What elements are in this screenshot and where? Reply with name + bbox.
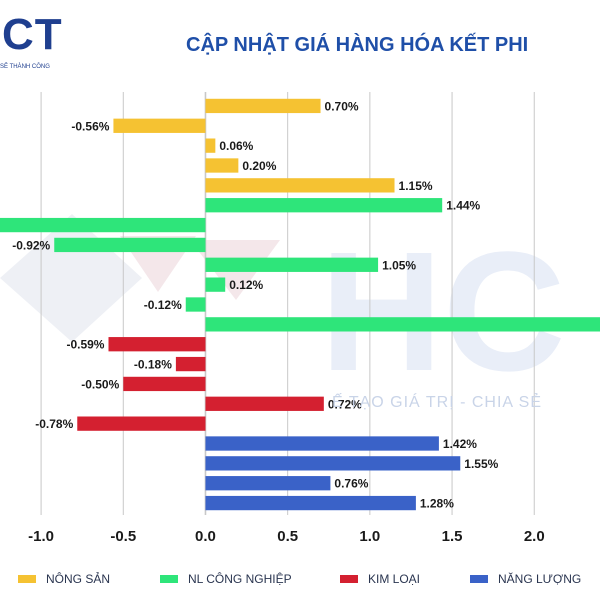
bar: [205, 277, 226, 292]
x-tick-label: 0.5: [277, 528, 298, 545]
data-label: -0.12%: [144, 298, 182, 312]
legend-item-kim-loai: KIM LOẠI: [340, 572, 420, 586]
legend-item-nang-luong: NĂNG LƯỢNG: [470, 572, 581, 586]
bar: [205, 198, 443, 213]
bar: [77, 416, 206, 431]
x-axis-ticks: -1.0 -0.5 0.0 0.5 1.0 1.5 2.0: [28, 528, 545, 545]
legend-item-nl-cong-nghiep: NL CÔNG NGHIỆP: [160, 572, 292, 586]
bar: [123, 376, 206, 392]
legend-label: KIM LOẠI: [368, 572, 421, 586]
data-label: -0.92%: [12, 238, 50, 252]
bars: [0, 98, 600, 511]
header: CT SẼ THÀNH CÔNG CẬP NHẬT GIÁ HÀNG HÓA K…: [0, 0, 600, 92]
legend-label: NL CÔNG NGHIỆP: [188, 572, 292, 586]
x-tick-label: -0.5: [110, 528, 136, 545]
data-label: 0.20%: [242, 159, 276, 173]
data-label: -0.50%: [81, 377, 119, 391]
legend-swatch: [18, 575, 36, 583]
data-label: 0.12%: [229, 278, 263, 292]
x-tick-label: 0.0: [195, 528, 216, 545]
legend-swatch: [470, 575, 488, 583]
bar: [205, 476, 331, 491]
data-label: 1.55%: [464, 457, 498, 471]
data-label: 1.42%: [443, 437, 477, 451]
data-label: -0.59%: [66, 338, 104, 352]
data-label: 0.76%: [334, 477, 368, 491]
bar: [205, 257, 379, 272]
x-tick-label: 1.5: [442, 528, 463, 545]
bar: [113, 118, 206, 133]
bar: [205, 495, 416, 511]
bar: [205, 317, 600, 332]
logo: CT: [2, 10, 63, 59]
bar: [175, 356, 206, 372]
data-label: 0.70%: [325, 99, 359, 113]
legend-swatch: [160, 575, 178, 583]
legend-swatch: [340, 575, 358, 583]
x-tick-label: -1.0: [28, 528, 54, 545]
x-tick-label: 2.0: [524, 528, 545, 545]
watermark-tagline: Ế TẠO GIÁ TRỊ - CHIA SẺ: [332, 394, 543, 411]
bar: [108, 337, 206, 352]
data-label: 0.72%: [328, 397, 362, 411]
bar: [205, 98, 321, 114]
bar: [205, 396, 324, 411]
bar: [205, 178, 395, 193]
data-label: -0.78%: [35, 417, 73, 431]
data-label: 1.28%: [420, 497, 454, 511]
bar: [205, 456, 461, 471]
legend-item-nong-san: NÔNG SẢN: [18, 572, 110, 586]
data-label: 1.05%: [382, 258, 416, 272]
legend-label: NĂNG LƯỢNG: [498, 572, 582, 586]
page-title: CẬP NHẬT GIÁ HÀNG HÓA KẾT PHI: [186, 34, 529, 56]
data-label: 0.06%: [219, 139, 253, 153]
bar: [205, 158, 239, 173]
legend: NÔNG SẢN NL CÔNG NGHIỆP KIM LOẠI NĂNG LƯ…: [0, 568, 600, 596]
data-label: 1.15%: [399, 179, 433, 193]
data-label: -0.56%: [71, 119, 109, 133]
data-label: -0.18%: [134, 358, 172, 372]
bar: [205, 436, 439, 451]
watermark-letters: HC: [320, 217, 566, 407]
data-label: 1.44%: [446, 199, 480, 213]
logo-tagline: SẼ THÀNH CÔNG: [0, 64, 50, 70]
data-labels: 0.70% -0.56% 0.06% 0.20% 1.15% 1.44% -0.92% 1.0…: [12, 99, 498, 510]
x-tick-label: 1.0: [359, 528, 380, 545]
bar: [54, 237, 206, 253]
bar: [205, 138, 216, 153]
legend-label: NÔNG SẢN: [46, 572, 111, 586]
bar: [0, 217, 206, 233]
bar: [185, 297, 206, 312]
